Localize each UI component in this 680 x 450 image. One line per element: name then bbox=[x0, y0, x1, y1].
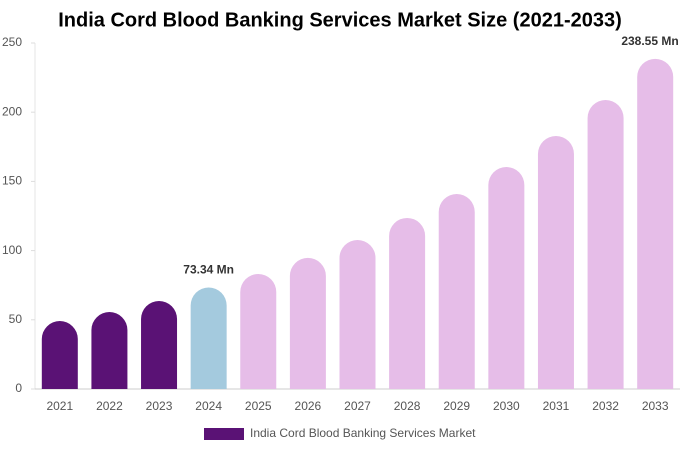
x-tick-label: 2028 bbox=[394, 399, 421, 413]
bar bbox=[587, 100, 624, 389]
x-tick-label: 2033 bbox=[642, 399, 669, 413]
x-tick-label: 2024 bbox=[195, 399, 222, 413]
x-tick-label: 2027 bbox=[344, 399, 371, 413]
bar bbox=[240, 273, 277, 389]
value-label: 238.55 Mn bbox=[621, 34, 678, 48]
x-tick-label: 2022 bbox=[96, 399, 123, 413]
legend-swatch bbox=[204, 428, 244, 440]
y-tick-label: 250 bbox=[2, 35, 22, 49]
bar bbox=[637, 58, 674, 389]
x-tick-label: 2031 bbox=[543, 399, 570, 413]
y-tick-label: 200 bbox=[2, 104, 22, 118]
x-tick-label: 2030 bbox=[493, 399, 520, 413]
x-tick-label: 2023 bbox=[146, 399, 173, 413]
bar bbox=[91, 312, 128, 389]
bar bbox=[141, 300, 178, 389]
bar bbox=[488, 167, 525, 389]
bar bbox=[438, 193, 475, 389]
y-tick-label: 100 bbox=[2, 243, 22, 257]
x-tick-label: 2032 bbox=[592, 399, 619, 413]
legend-label: India Cord Blood Banking Services Market bbox=[250, 426, 476, 440]
bar bbox=[389, 217, 426, 389]
x-tick-label: 2025 bbox=[245, 399, 272, 413]
y-tick-label: 0 bbox=[15, 381, 22, 395]
y-tick-label: 150 bbox=[2, 174, 22, 188]
y-tick-label: 50 bbox=[9, 312, 23, 326]
x-tick-label: 2029 bbox=[443, 399, 470, 413]
bar bbox=[289, 257, 326, 389]
chart-title: India Cord Blood Banking Services Market… bbox=[58, 9, 622, 31]
value-label: 73.34 Mn bbox=[183, 263, 234, 277]
bar bbox=[41, 321, 78, 389]
bar bbox=[190, 287, 227, 389]
x-tick-label: 2021 bbox=[46, 399, 73, 413]
bar bbox=[339, 239, 376, 389]
x-tick-label: 2026 bbox=[295, 399, 322, 413]
bar bbox=[537, 136, 574, 389]
